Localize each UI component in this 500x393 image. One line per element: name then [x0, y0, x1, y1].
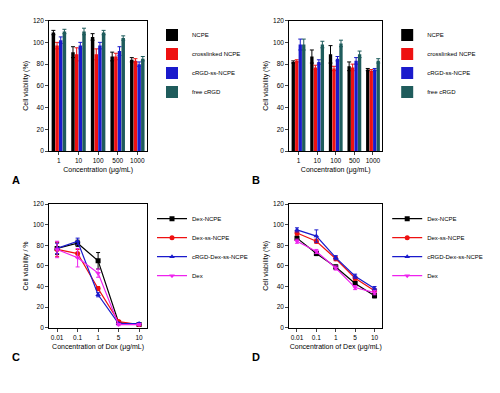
- svg-text:Cell viability (%): Cell viability (%): [22, 61, 30, 111]
- svg-text:Dex-ss-NCPE: Dex-ss-NCPE: [427, 235, 464, 241]
- svg-text:20: 20: [277, 126, 285, 133]
- svg-text:0: 0: [280, 324, 284, 331]
- svg-text:Dex-NCPE: Dex-NCPE: [427, 216, 456, 222]
- svg-text:10: 10: [135, 334, 143, 341]
- svg-text:0: 0: [280, 147, 284, 154]
- svg-text:Concentration of Dox (μg/mL): Concentration of Dox (μg/mL): [52, 343, 144, 351]
- svg-text:60: 60: [277, 262, 285, 269]
- svg-text:60: 60: [37, 262, 45, 269]
- svg-text:80: 80: [277, 60, 285, 67]
- svg-text:100: 100: [273, 221, 284, 228]
- svg-text:1: 1: [96, 334, 100, 341]
- svg-text:500: 500: [349, 157, 360, 164]
- svg-text:20: 20: [277, 303, 285, 310]
- svg-text:crosslinked NCPE: crosslinked NCPE: [192, 51, 240, 57]
- svg-text:cRGD-ss-NCPE: cRGD-ss-NCPE: [192, 70, 235, 76]
- svg-text:1: 1: [334, 334, 338, 341]
- svg-text:40: 40: [37, 283, 45, 290]
- svg-text:80: 80: [37, 242, 45, 249]
- svg-text:10: 10: [314, 157, 322, 164]
- svg-text:1000: 1000: [366, 157, 381, 164]
- svg-text:10: 10: [75, 157, 83, 164]
- svg-text:Dex-ss-NCPE: Dex-ss-NCPE: [192, 235, 229, 241]
- svg-text:60: 60: [277, 82, 285, 89]
- svg-text:0.1: 0.1: [73, 334, 82, 341]
- svg-text:Concentration (μg/mL): Concentration (μg/mL): [63, 166, 133, 174]
- svg-text:Concentration of Dex (μg/mL): Concentration of Dex (μg/mL): [290, 343, 382, 351]
- svg-text:120: 120: [33, 17, 44, 24]
- svg-text:0: 0: [40, 147, 44, 154]
- svg-text:40: 40: [277, 104, 285, 111]
- svg-text:5: 5: [353, 334, 357, 341]
- svg-text:cRGD-Dex-ss-NCPE: cRGD-Dex-ss-NCPE: [192, 254, 248, 260]
- svg-text:20: 20: [37, 126, 45, 133]
- svg-text:1000: 1000: [130, 157, 145, 164]
- svg-text:Dex: Dex: [192, 273, 203, 279]
- svg-text:crosslinked NCPE: crosslinked NCPE: [427, 51, 475, 57]
- svg-text:80: 80: [37, 60, 45, 67]
- svg-text:0.01: 0.01: [51, 334, 64, 341]
- svg-text:Concentration (μg/mL): Concentration (μg/mL): [301, 166, 371, 174]
- svg-text:Cell viability (%): Cell viability (%): [262, 241, 270, 291]
- svg-text:5: 5: [117, 334, 121, 341]
- svg-text:120: 120: [33, 200, 44, 207]
- svg-text:free cRGD: free cRGD: [192, 89, 221, 95]
- svg-text:1: 1: [297, 157, 301, 164]
- svg-text:500: 500: [112, 157, 123, 164]
- svg-text:100: 100: [93, 157, 104, 164]
- svg-text:free cRGD: free cRGD: [427, 89, 456, 95]
- svg-text:cRGD-Dex-ss-NCPE: cRGD-Dex-ss-NCPE: [427, 254, 483, 260]
- svg-text:40: 40: [277, 283, 285, 290]
- svg-text:NCPE: NCPE: [192, 32, 209, 38]
- svg-text:100: 100: [33, 39, 44, 46]
- svg-text:10: 10: [371, 334, 379, 341]
- svg-text:Cell viability / %: Cell viability / %: [22, 241, 30, 290]
- svg-text:Dex-NCPE: Dex-NCPE: [192, 216, 221, 222]
- svg-text:C: C: [12, 351, 20, 363]
- svg-text:1: 1: [57, 157, 61, 164]
- svg-text:cRGD-ss-NCPE: cRGD-ss-NCPE: [427, 70, 470, 76]
- svg-text:0: 0: [40, 324, 44, 331]
- svg-text:NCPE: NCPE: [427, 32, 444, 38]
- svg-text:100: 100: [273, 39, 284, 46]
- svg-text:100: 100: [33, 221, 44, 228]
- svg-text:Cell viability (%): Cell viability (%): [262, 61, 270, 111]
- svg-text:0.1: 0.1: [312, 334, 321, 341]
- svg-text:A: A: [12, 174, 20, 186]
- svg-text:120: 120: [273, 17, 284, 24]
- svg-text:0.01: 0.01: [291, 334, 304, 341]
- svg-text:100: 100: [330, 157, 341, 164]
- svg-text:40: 40: [37, 104, 45, 111]
- svg-text:120: 120: [273, 200, 284, 207]
- svg-text:B: B: [252, 174, 260, 186]
- svg-text:60: 60: [37, 82, 45, 89]
- svg-text:D: D: [252, 351, 260, 363]
- svg-text:Dex: Dex: [427, 273, 438, 279]
- svg-text:20: 20: [37, 303, 45, 310]
- svg-text:80: 80: [277, 242, 285, 249]
